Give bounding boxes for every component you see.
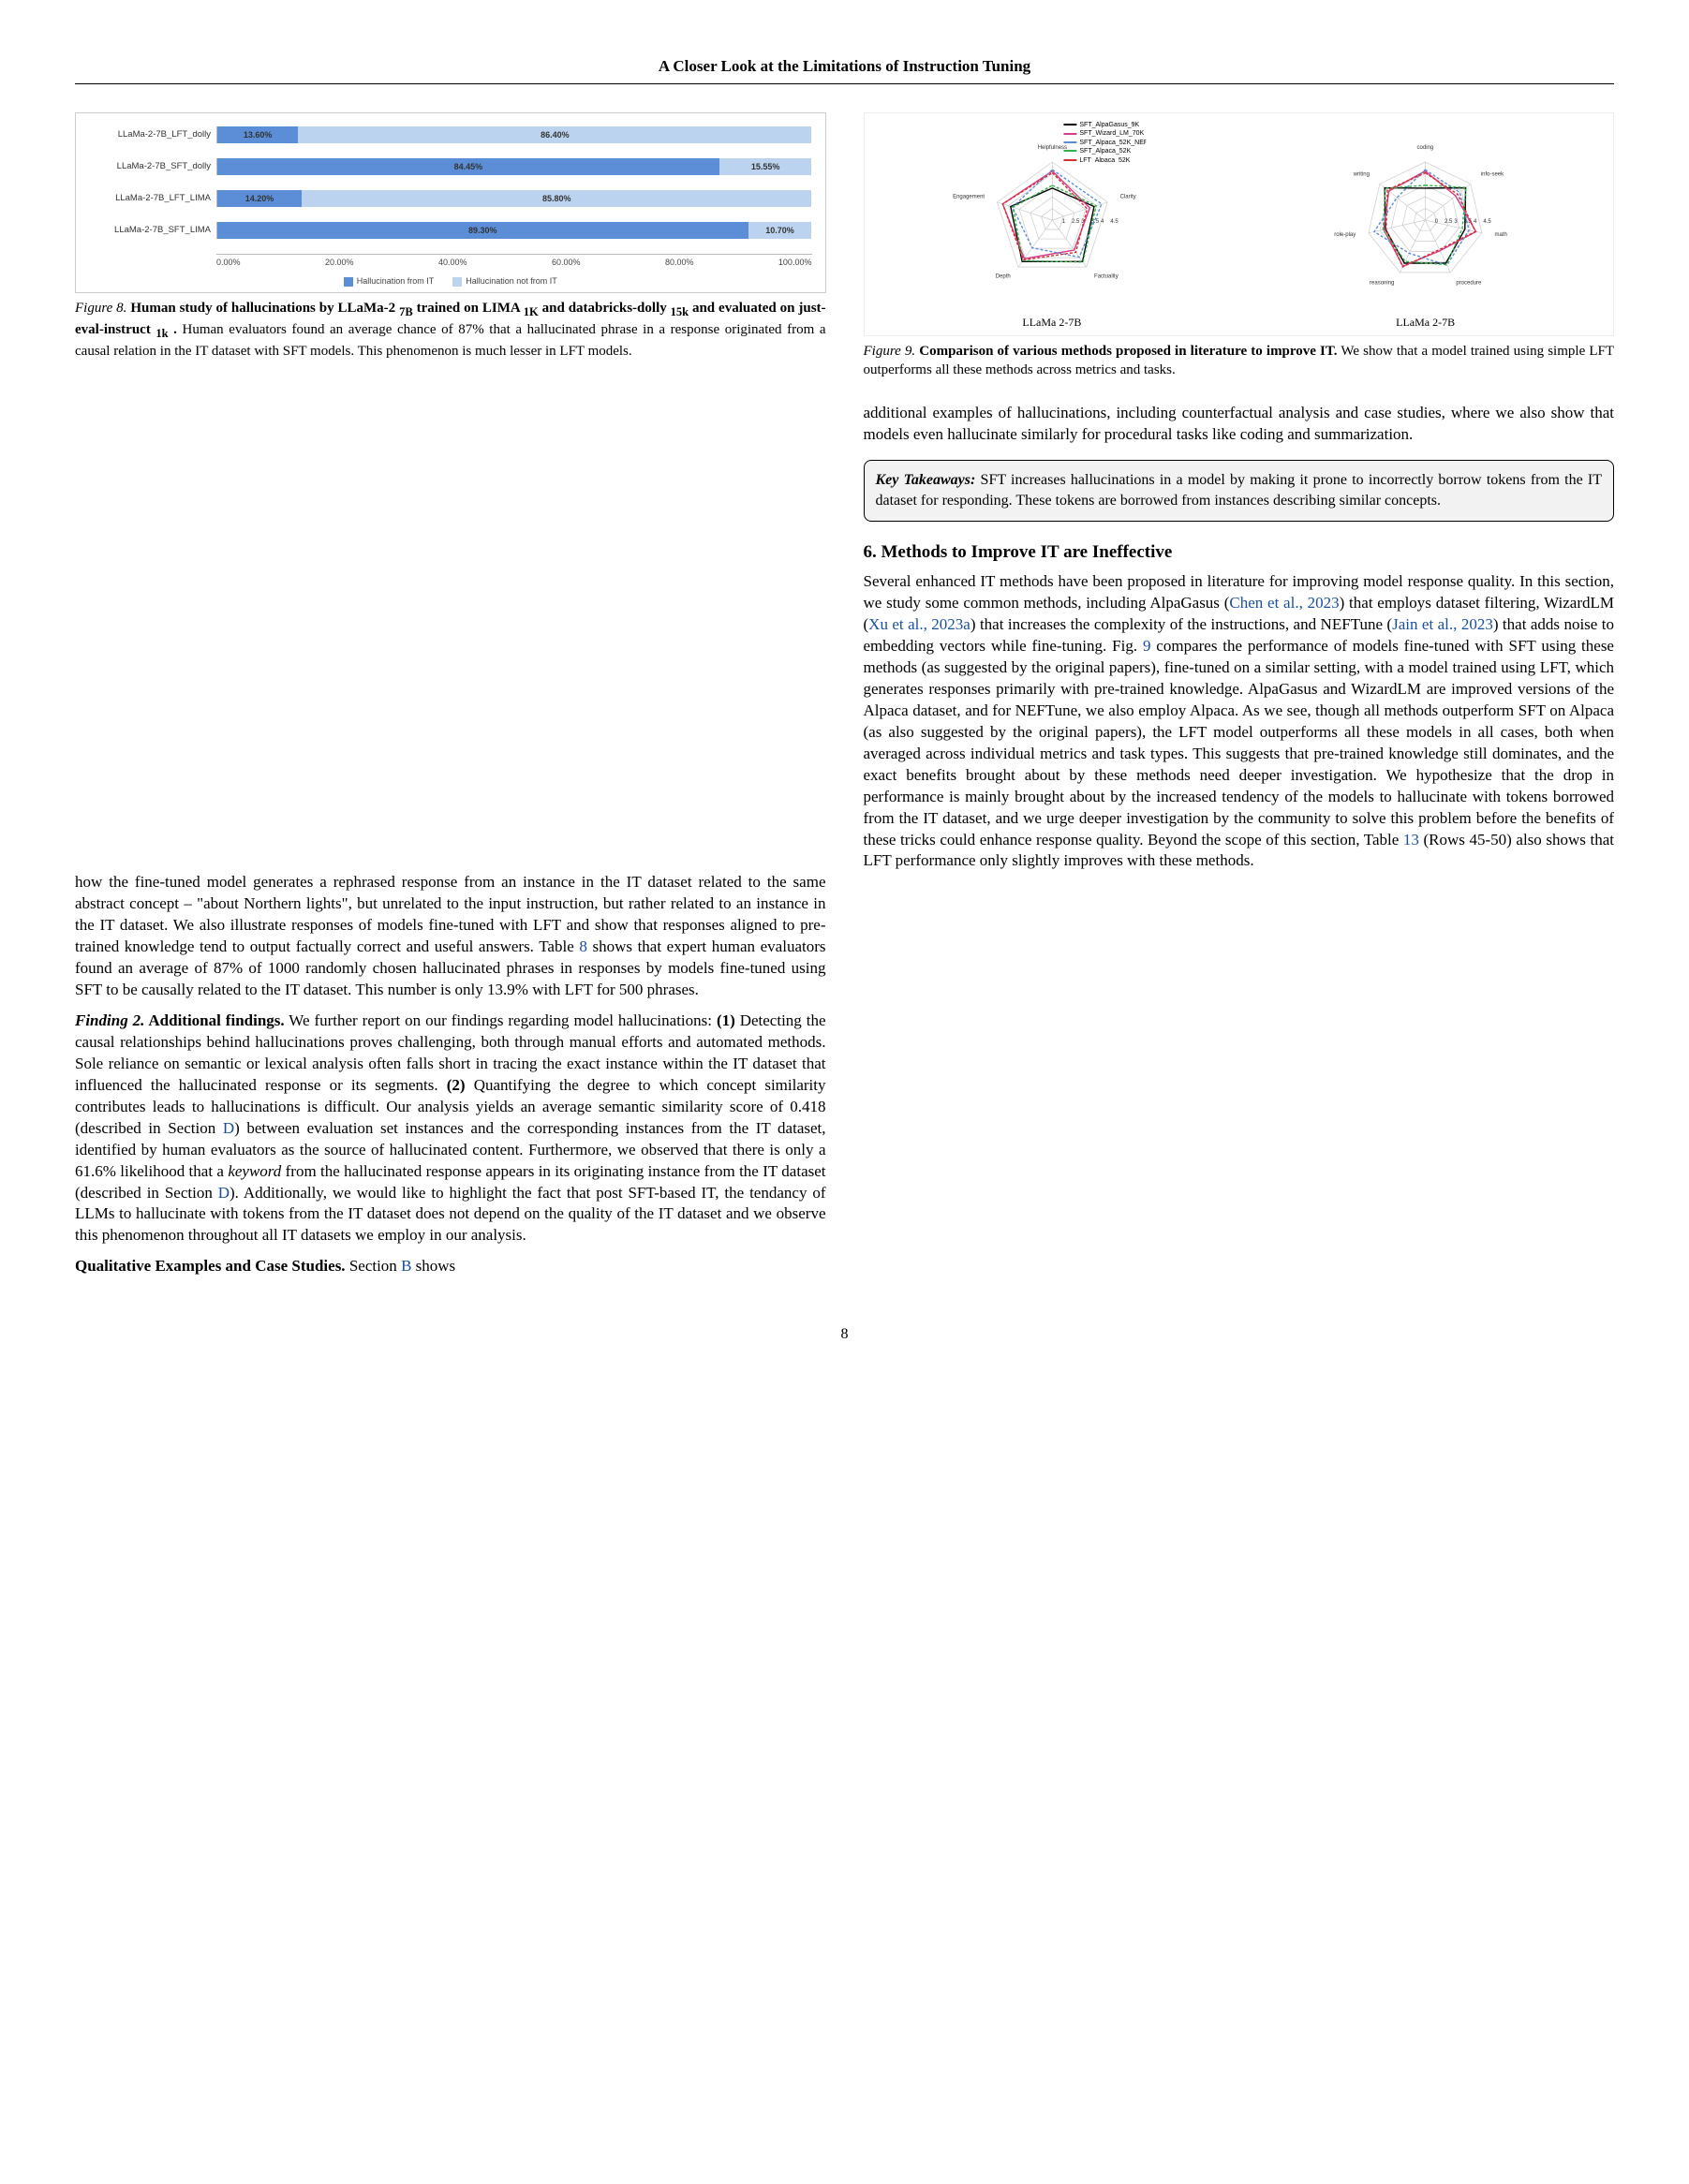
link-section-b[interactable]: B — [401, 1257, 411, 1275]
bar-segment-a: 14.20% — [217, 190, 302, 207]
figure8-caption: Figure 8. Human study of hallucinations … — [75, 299, 826, 361]
svg-text:writing: writing — [1353, 172, 1370, 178]
svg-text:procedure: procedure — [1457, 280, 1483, 286]
fig8-rest: Human evaluators found an average chance… — [75, 322, 826, 359]
bar-segment-a: 84.45% — [217, 158, 719, 175]
figure-row: LLaMa-2-7B_LFT_dolly13.60%86.40%LLaMa-2-… — [75, 112, 1614, 881]
bar-segment-b: 86.40% — [298, 126, 811, 143]
bar-segment-b: 10.70% — [748, 222, 812, 239]
svg-text:reasoning: reasoning — [1370, 280, 1394, 286]
svg-text:2.5: 2.5 — [1445, 219, 1453, 225]
svg-text:2.5: 2.5 — [1072, 219, 1080, 225]
finding2-title: Additional findings. — [144, 1011, 284, 1029]
svg-text:role-play: role-play — [1335, 232, 1356, 238]
key-takeaways-box: Key Takeaways: SFT increases hallucinati… — [864, 460, 1615, 521]
svg-text:4.5: 4.5 — [1484, 219, 1492, 225]
qualitative-label: Qualitative Examples and Case Studies. — [75, 1257, 346, 1275]
bar-row-label: LLaMa-2-7B_LFT_LIMA — [89, 193, 216, 205]
bar-row: LLaMa-2-7B_SFT_dolly84.45%15.55% — [89, 158, 812, 175]
page-number: 8 — [75, 1324, 1614, 1345]
svg-text:4: 4 — [1101, 219, 1104, 225]
bar-x-axis: 0.00%20.00%40.00%60.00%80.00%100.00% — [216, 254, 812, 268]
link-table13[interactable]: 13 — [1403, 831, 1419, 849]
cite-chen[interactable]: Chen et al., 2023 — [1229, 594, 1339, 612]
qualitative-para: Qualitative Examples and Case Studies. S… — [75, 1256, 826, 1277]
figure9-caption: Figure 9. Comparison of various methods … — [864, 342, 1615, 380]
svg-text:1: 1 — [1061, 219, 1065, 225]
right-figure-col: Helpfulness Clarity Factuality Depth Engagem… — [864, 112, 1615, 881]
bar-track: 13.60%86.40% — [216, 126, 812, 143]
left-figure-col: LLaMa-2-7B_LFT_dolly13.60%86.40%LLaMa-2-… — [75, 112, 826, 881]
bar-row-label: LLaMa-2-7B_SFT_dolly — [89, 161, 216, 173]
bar-row: LLaMa-2-7B_LFT_LIMA14.20%85.80% — [89, 190, 812, 207]
bar-chart: LLaMa-2-7B_LFT_dolly13.60%86.40%LLaMa-2-… — [75, 112, 826, 293]
bar-row-label: LLaMa-2-7B_LFT_dolly — [89, 129, 216, 141]
fig9-title: Comparison of various methods proposed i… — [919, 344, 1337, 359]
bar-segment-a: 89.30% — [217, 222, 748, 239]
section-6-heading: 6. Methods to Improve IT are Ineffective — [864, 540, 1615, 565]
page-header: A Closer Look at the Limitations of Inst… — [75, 56, 1614, 84]
svg-text:4.5: 4.5 — [1110, 219, 1119, 225]
svg-text:4: 4 — [1474, 219, 1477, 225]
svg-text:info-seek: info-seek — [1481, 172, 1504, 178]
body-row: how the fine-tuned model generates a rep… — [75, 872, 1614, 1287]
svg-text:math: math — [1495, 232, 1507, 238]
key-takeaways-body: SFT increases hallucinations in a model … — [876, 472, 1603, 509]
svg-text:0: 0 — [1435, 219, 1439, 225]
radar-panel: Helpfulness Clarity Factuality Depth Engagem… — [870, 119, 1235, 330]
bar-track: 84.45%15.55% — [216, 158, 812, 175]
bar-segment-a: 13.60% — [217, 126, 298, 143]
fig9-num: Figure 9. — [864, 344, 916, 359]
bar-legend: Hallucination from ITHallucination not f… — [89, 275, 812, 287]
svg-text:Clarity: Clarity — [1119, 194, 1135, 199]
left-body-col: how the fine-tuned model generates a rep… — [75, 872, 826, 1287]
svg-text:Engagement: Engagement — [953, 194, 985, 199]
right-body-col-spacer — [864, 872, 1615, 1287]
radar-charts: Helpfulness Clarity Factuality Depth Engagem… — [864, 112, 1615, 336]
radar-subtitle: LLaMa 2-7B — [1243, 315, 1608, 330]
right-top-para: additional examples of hallucinations, i… — [864, 403, 1615, 446]
finding-2-para: Finding 2. Additional findings. We furth… — [75, 1011, 826, 1247]
cite-jain[interactable]: Jain et al., 2023 — [1392, 615, 1493, 633]
bar-row: LLaMa-2-7B_LFT_dolly13.60%86.40% — [89, 126, 812, 143]
svg-text:Helpfulness: Helpfulness — [1037, 145, 1066, 151]
link-table8[interactable]: 8 — [579, 937, 587, 955]
fig8-num: Figure 8. — [75, 301, 126, 316]
svg-text:Depth: Depth — [995, 273, 1010, 279]
link-section-d-2[interactable]: D — [218, 1184, 230, 1202]
bar-segment-b: 15.55% — [719, 158, 812, 175]
radar-subtitle: LLaMa 2-7B — [870, 315, 1235, 330]
svg-text:coding: coding — [1417, 145, 1434, 151]
cite-xu[interactable]: Xu et al., 2023a — [868, 615, 970, 633]
bar-track: 14.20%85.80% — [216, 190, 812, 207]
key-takeaways-label: Key Takeaways: — [876, 472, 976, 488]
bar-track: 89.30%10.70% — [216, 222, 812, 239]
svg-text:Factuality: Factuality — [1094, 273, 1119, 279]
radar-panel: coding info-seek math procedure reasoning rol… — [1243, 119, 1608, 330]
link-section-d-1[interactable]: D — [223, 1119, 234, 1137]
section-6-body: Several enhanced IT methods have been pr… — [864, 571, 1615, 872]
bar-row-label: LLaMa-2-7B_SFT_LIMA — [89, 225, 216, 237]
header-title: A Closer Look at the Limitations of Inst… — [659, 57, 1030, 75]
bar-segment-b: 85.80% — [302, 190, 811, 207]
bar-row: LLaMa-2-7B_SFT_LIMA89.30%10.70% — [89, 222, 812, 239]
left-p1: how the fine-tuned model generates a rep… — [75, 872, 826, 1001]
finding2-label: Finding 2. — [75, 1011, 144, 1029]
